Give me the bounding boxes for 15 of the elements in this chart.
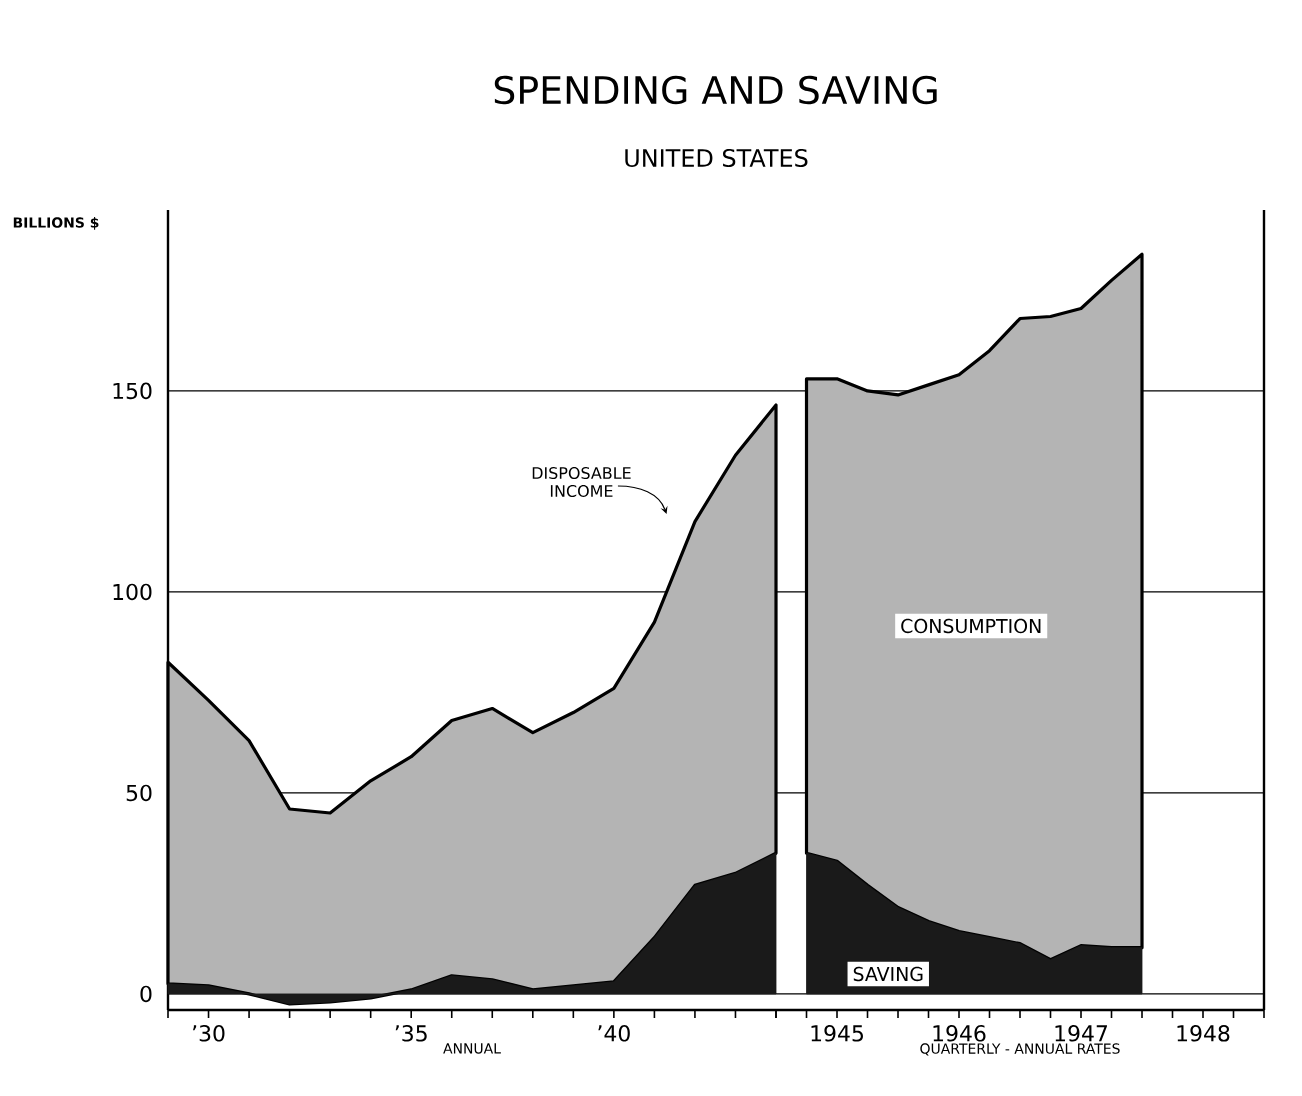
y-tick-label: 0 — [140, 985, 152, 1003]
chart-title: SPENDING AND SAVING — [494, 75, 937, 105]
x-tick-label: ’30 — [193, 1025, 225, 1042]
series-label: CONSUMPTION — [901, 618, 1041, 634]
x-tick-label: 1945 — [811, 1025, 863, 1042]
x-tick-label: 1947 — [1055, 1025, 1107, 1042]
x-tick-label: 1946 — [933, 1025, 986, 1042]
y-tick-label: 150 — [113, 382, 152, 400]
series-label: SAVING — [853, 966, 923, 982]
x-tick-label: ’40 — [598, 1025, 630, 1042]
y-tick-label: 100 — [113, 583, 152, 601]
x-tick-label: ’35 — [395, 1025, 427, 1042]
y-tick-label: 50 — [126, 784, 152, 802]
x-tick-label: 1948 — [1177, 1025, 1230, 1042]
chart-subtitle: UNITED STATES — [625, 148, 808, 168]
